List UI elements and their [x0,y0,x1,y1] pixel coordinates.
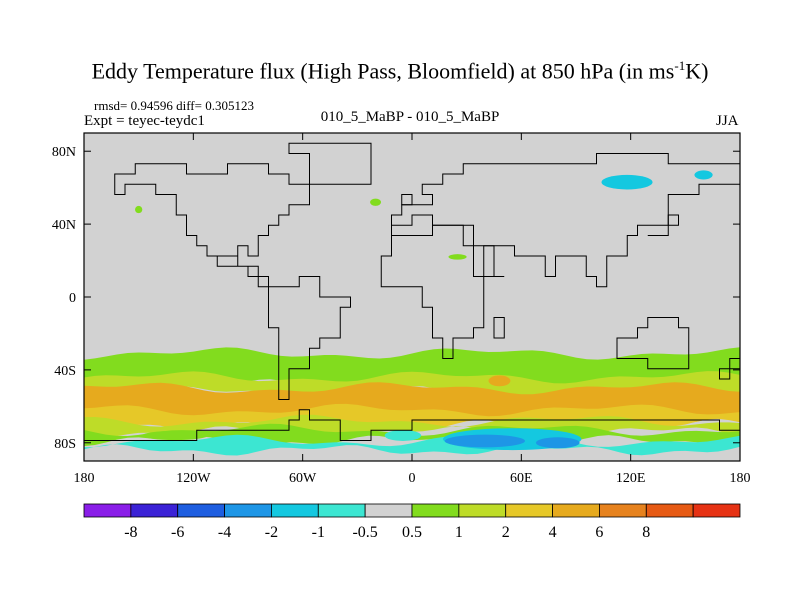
x-tick-label: 180 [74,471,95,486]
cyan-negative-arctic-east [694,170,713,180]
colorbar-label: 1 [455,524,463,541]
green-positive-antarctic-coast [142,430,208,441]
chart-title-superscript: -1 [674,58,686,73]
center-label: 010_5_MaBP - 010_5_MaBP [320,109,500,125]
stats-label: rmsd= 0.94596 diff= 0.305123 [94,98,254,113]
colorbar-box [317,503,366,518]
x-tick-label: 0 [409,471,416,486]
colorbar-label: 2 [502,524,510,541]
colorbar-label: -6 [171,524,184,541]
green-positive-north-america [135,205,143,214]
colorbar-label: -2 [265,524,278,541]
bands-layer [84,347,740,456]
colorbar-box [645,503,694,518]
colorbar-label: 8 [642,524,650,541]
eurasia-outline [391,153,740,288]
x-axis: 180 120W 60W 0 60E 120E 180 [74,133,751,486]
y-tick-label: 0 [69,291,76,306]
colorbar-box [271,503,319,518]
colorbar-box [83,503,132,518]
colorbar-label: -8 [124,524,137,541]
x-tick-label: 120W [176,471,211,486]
green-positive-north-atlantic [370,198,382,206]
cyan-negative-siberia [601,174,653,190]
x-tick-label: 60E [510,471,533,486]
chart-title-end: K) [685,58,709,84]
japan-outline [647,214,679,236]
southern-green-band [84,347,740,391]
season-label: JJA [716,113,739,129]
colorbar-label: -0.5 [352,524,377,541]
greenland-outline [288,142,372,185]
africa-outline [380,224,505,359]
colorbar: -8 -6 -4 -2 -1 -0.5 0.5 1 2 4 6 8 [83,503,741,541]
patches-layer [135,170,713,451]
y-tick-label: 80S [54,437,76,452]
orange-positive-indian-ocean [488,375,511,387]
antarctica-outline [84,409,740,461]
x-tick-label: 180 [730,471,751,486]
southern-yellow-band [84,371,740,398]
x-tick-label: 60W [289,471,317,486]
colorbar-label: -4 [218,524,231,541]
green-positive-mediterranean [448,254,467,260]
madagascar-outline [493,317,505,339]
chart-title: Eddy Temperature flux (High Pass, Bloomf… [0,58,800,84]
colorbar-label: -1 [312,524,325,541]
uk-outline [401,194,413,206]
y-tick-label: 80N [52,145,76,160]
colorbar-box [505,503,553,518]
blue-negative-antarctica-east [535,437,580,449]
colorbar-box [364,503,413,518]
colorbar-box [552,503,600,518]
y-tick-label: 40N [52,218,76,233]
x-tick-label: 120E [616,471,646,486]
colorbar-box [411,503,460,518]
colorbar-box [224,503,272,518]
colorbar-label: 6 [595,524,603,541]
cyan-negative-ross-sea [384,430,422,441]
colorbar-label: 4 [549,524,557,541]
colorbar-box [692,503,741,518]
south-america-outline [268,276,351,400]
y-axis: 80N 40N 0 40S 80S [52,145,740,452]
north-america-outline [114,163,310,288]
experiment-label: Expt = teyec-teydc1 [84,113,205,129]
chart-title-main: Eddy Temperature flux (High Pass, Bloomf… [91,58,675,84]
australia-outline [616,317,690,370]
colorbar-box [458,503,507,518]
colorbar-label: 0.5 [402,524,422,541]
blue-negative-antarctica [444,434,525,448]
colorbar-box [130,503,179,518]
colorbar-box [177,503,225,518]
colorbar-box [599,503,647,518]
continents-layer [84,142,740,461]
antarctic-cyan-band [84,434,740,456]
new-zealand-outline [719,358,740,380]
y-tick-label: 40S [54,364,76,379]
